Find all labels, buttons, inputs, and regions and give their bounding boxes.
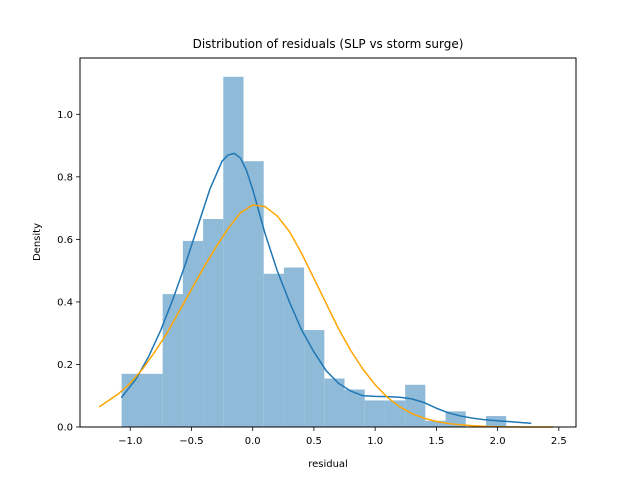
histogram-bar [243, 161, 264, 427]
y-tick-label: 1.0 [57, 110, 73, 121]
histogram-bar [182, 240, 204, 427]
histogram-bar [223, 76, 244, 428]
density-curves [98, 152, 554, 428]
y-tick-label: 0.0 [57, 423, 73, 434]
x-tick-label: 1.0 [367, 436, 383, 447]
histogram-bar [263, 273, 284, 427]
y-tick-label: 0.4 [57, 297, 73, 308]
x-tick-label: 2.0 [490, 436, 506, 447]
x-tick-label: 1.5 [428, 436, 444, 447]
y-axis-label: Density [32, 223, 43, 261]
x-axis-ticks: −1.0 −0.5 0.0 0.5 1.0 1.5 2.0 2.5 [118, 427, 567, 447]
histogram-bar [344, 389, 365, 427]
histogram-bar [142, 373, 163, 427]
x-tick-label: −1.0 [118, 436, 142, 447]
histogram-bar [364, 400, 385, 427]
histogram-bar [485, 416, 507, 427]
histogram-bar [405, 384, 426, 427]
x-axis-label: residual [308, 459, 348, 470]
x-tick-label: 2.5 [551, 436, 567, 447]
y-tick-label: 0.6 [57, 235, 73, 246]
x-tick-label: 0.0 [245, 436, 261, 447]
chart-title: Distribution of residuals (SLP vs storm … [193, 37, 464, 51]
histogram-bar [283, 267, 305, 427]
histogram-bar [324, 378, 345, 427]
histogram-bar [425, 420, 446, 427]
x-tick-label: −0.5 [179, 436, 203, 447]
y-axis-ticks: 0.0 0.2 0.4 0.6 0.8 1.0 [57, 110, 80, 434]
histogram-bars [121, 76, 507, 428]
histogram-bar [304, 330, 325, 427]
histogram-bar [384, 400, 406, 427]
plot-area-frame [79, 57, 577, 428]
kde-density-line [120, 152, 532, 424]
y-tick-label: 0.2 [57, 360, 73, 371]
histogram-bar [162, 294, 183, 427]
normal-fit-line [98, 204, 554, 428]
y-tick-label: 0.8 [57, 172, 73, 183]
x-tick-label: 0.5 [306, 436, 322, 447]
histogram-bar [203, 219, 224, 427]
